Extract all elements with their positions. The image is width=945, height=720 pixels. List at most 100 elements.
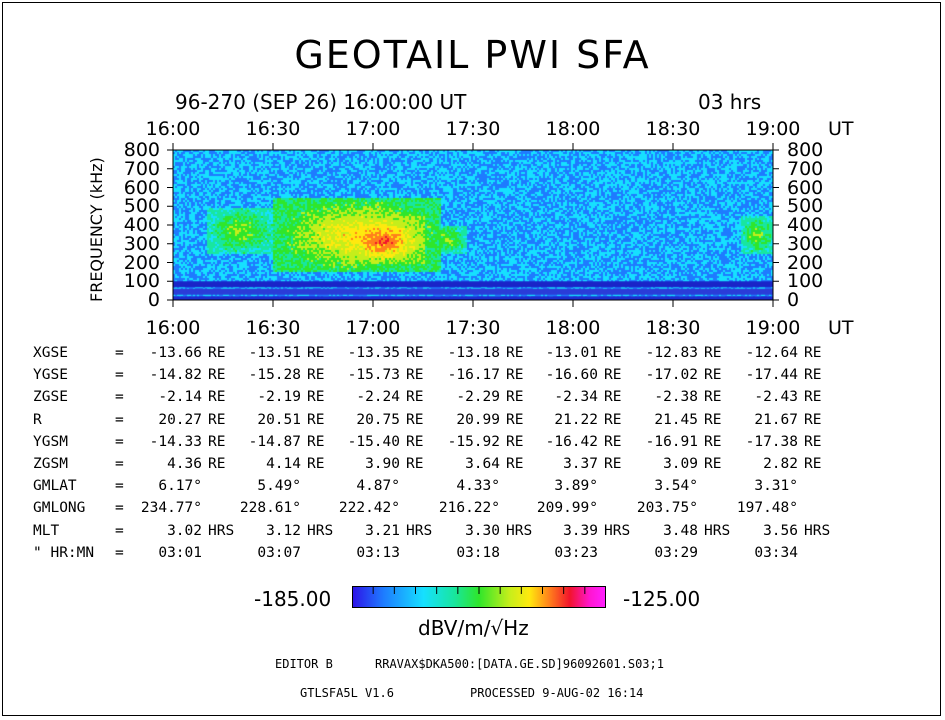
freq-tick-label-left: 100 bbox=[123, 270, 160, 293]
ephemeris-unit: RE bbox=[208, 367, 226, 384]
ephemeris-unit: RE bbox=[804, 411, 822, 428]
ephemeris-value: 3.12 bbox=[266, 522, 301, 539]
bottom-tick-label: 17:00 bbox=[345, 317, 401, 339]
ephemeris-value: -16.91 bbox=[645, 433, 698, 450]
ephemeris-value: -12.83 bbox=[645, 345, 698, 361]
ephemeris-value: -2.34 bbox=[554, 389, 598, 406]
ephemeris-unit: RE bbox=[208, 411, 226, 428]
ephemeris-unit: RE bbox=[604, 345, 622, 361]
ephemeris-unit: RE bbox=[604, 367, 622, 384]
freq-tick-label-right: 0 bbox=[787, 289, 800, 311]
ephemeris-value: 03:13 bbox=[356, 544, 400, 561]
ephemeris-unit: RE bbox=[704, 433, 722, 450]
ephemeris-value: 5.49° bbox=[257, 478, 301, 495]
ephemeris-value: 216.22° bbox=[438, 500, 500, 517]
ephemeris-unit: RE bbox=[406, 411, 424, 428]
spectrogram-canvas bbox=[173, 150, 773, 300]
ephemeris-value: 3.56 bbox=[763, 522, 798, 539]
chart-title: GEOTAIL PWI SFA bbox=[294, 33, 651, 77]
ephemeris-unit: HRS bbox=[208, 522, 235, 539]
ephemeris-value: -13.18 bbox=[447, 345, 500, 361]
top-tick-label: 17:00 bbox=[345, 118, 401, 140]
ephemeris-value: 222.42° bbox=[338, 500, 400, 517]
freq-tick-label-left: 400 bbox=[123, 214, 160, 236]
ephemeris-value: 3.89° bbox=[554, 478, 598, 495]
ephemeris-row-label: R bbox=[33, 411, 42, 428]
bottom-tick-label: 18:00 bbox=[545, 317, 601, 339]
ephemeris-unit: RE bbox=[604, 389, 622, 406]
ephemeris-value: 4.33° bbox=[456, 478, 500, 495]
ephemeris-unit: HRS bbox=[307, 522, 334, 539]
ephemeris-value: 209.99° bbox=[536, 500, 598, 517]
ephemeris-unit: HRS bbox=[506, 522, 533, 539]
freq-tick-label-right: 600 bbox=[787, 176, 824, 199]
ephemeris-value: -2.38 bbox=[654, 389, 698, 406]
bottom-tick-label: 19:00 bbox=[745, 317, 801, 339]
ephemeris-unit: RE bbox=[307, 389, 325, 406]
bottom-tick-label: 17:30 bbox=[445, 317, 501, 339]
ephemeris-value: -14.82 bbox=[149, 367, 202, 384]
ephemeris-unit: RE bbox=[208, 345, 226, 361]
ephemeris-value: -13.51 bbox=[248, 345, 301, 361]
ephemeris-value: 3.37 bbox=[563, 456, 598, 472]
freq-tick-label-right: 400 bbox=[787, 214, 824, 236]
ephemeris-value: 20.99 bbox=[456, 411, 500, 428]
ephemeris-value: -2.19 bbox=[257, 389, 301, 406]
bottom-tick-label: 18:30 bbox=[645, 317, 701, 339]
ephemeris-unit: RE bbox=[506, 389, 524, 406]
ephemeris-value: -15.40 bbox=[347, 433, 400, 450]
ephemeris-value: 4.87° bbox=[356, 478, 400, 495]
colorbar-ticks bbox=[372, 586, 586, 594]
ephemeris-row-label: " HR:MN bbox=[33, 544, 95, 561]
top-tick-label: 16:30 bbox=[245, 118, 301, 140]
ephemeris-unit: RE bbox=[406, 433, 424, 450]
ephemeris-unit: RE bbox=[804, 367, 822, 384]
bottom-tick-label: 16:30 bbox=[245, 317, 301, 339]
ephemeris-unit: RE bbox=[604, 433, 622, 450]
processed-label: PROCESSED 9-AUG-02 16:14 bbox=[470, 686, 644, 700]
ephemeris-equals: = bbox=[115, 411, 124, 428]
ephemeris-unit: RE bbox=[208, 389, 226, 406]
ephemeris-unit: RE bbox=[307, 367, 325, 384]
ephemeris-unit: RE bbox=[506, 367, 524, 384]
ephemeris-unit: RE bbox=[406, 345, 424, 361]
ephemeris-row-label: ZGSE bbox=[33, 389, 68, 406]
colorbar-unit-label: dBV/m/√Hz bbox=[418, 616, 529, 640]
ephemeris-value: -12.64 bbox=[745, 345, 798, 361]
editor-label: EDITOR B bbox=[275, 657, 333, 671]
freq-tick-label-left: 700 bbox=[123, 157, 160, 180]
ephemeris-row-label: GMLONG bbox=[33, 500, 86, 517]
top-tick-label: 18:00 bbox=[545, 118, 601, 140]
ephemeris-equals: = bbox=[115, 478, 124, 495]
ephemeris-unit: RE bbox=[208, 456, 226, 472]
freq-tick-label-left: 800 bbox=[123, 139, 160, 161]
ephemeris-value: 6.17° bbox=[158, 478, 202, 495]
ephemeris-value: 03:01 bbox=[158, 544, 202, 561]
ephemeris-unit: RE bbox=[406, 456, 424, 472]
y-axis-label: FREQUENCY (kHz) bbox=[87, 157, 106, 302]
ephemeris-value: 3.02 bbox=[167, 522, 202, 539]
freq-tick-label-right: 800 bbox=[787, 139, 824, 161]
freq-tick-label-left: 0 bbox=[147, 289, 160, 311]
ephemeris-value: -17.02 bbox=[645, 367, 698, 384]
ephemeris-unit: RE bbox=[704, 411, 722, 428]
top-tick-label: 19:00 bbox=[745, 118, 801, 140]
ephemeris-row-label: YGSE bbox=[33, 367, 68, 384]
ephemeris-unit: RE bbox=[804, 389, 822, 406]
ephemeris-value: -13.01 bbox=[545, 345, 598, 361]
top-axis-unit: UT bbox=[828, 118, 854, 140]
ephemeris-value: -2.43 bbox=[754, 389, 798, 406]
ephemeris-unit: RE bbox=[804, 456, 822, 472]
ephemeris-unit: HRS bbox=[704, 522, 731, 539]
ephemeris-unit: RE bbox=[506, 345, 524, 361]
freq-tick-label-left: 500 bbox=[123, 195, 160, 218]
ephemeris-value: -2.14 bbox=[158, 389, 202, 406]
ephemeris-value: 3.30 bbox=[465, 522, 500, 539]
ephemeris-equals: = bbox=[115, 456, 124, 472]
ephemeris-value: 2.82 bbox=[763, 456, 798, 472]
ephemeris-unit: RE bbox=[704, 345, 722, 361]
ephemeris-unit: RE bbox=[406, 367, 424, 384]
freq-tick-label-right: 700 bbox=[787, 157, 824, 180]
ephemeris-value: -16.60 bbox=[545, 367, 598, 384]
ephemeris-value: 21.45 bbox=[654, 411, 698, 428]
